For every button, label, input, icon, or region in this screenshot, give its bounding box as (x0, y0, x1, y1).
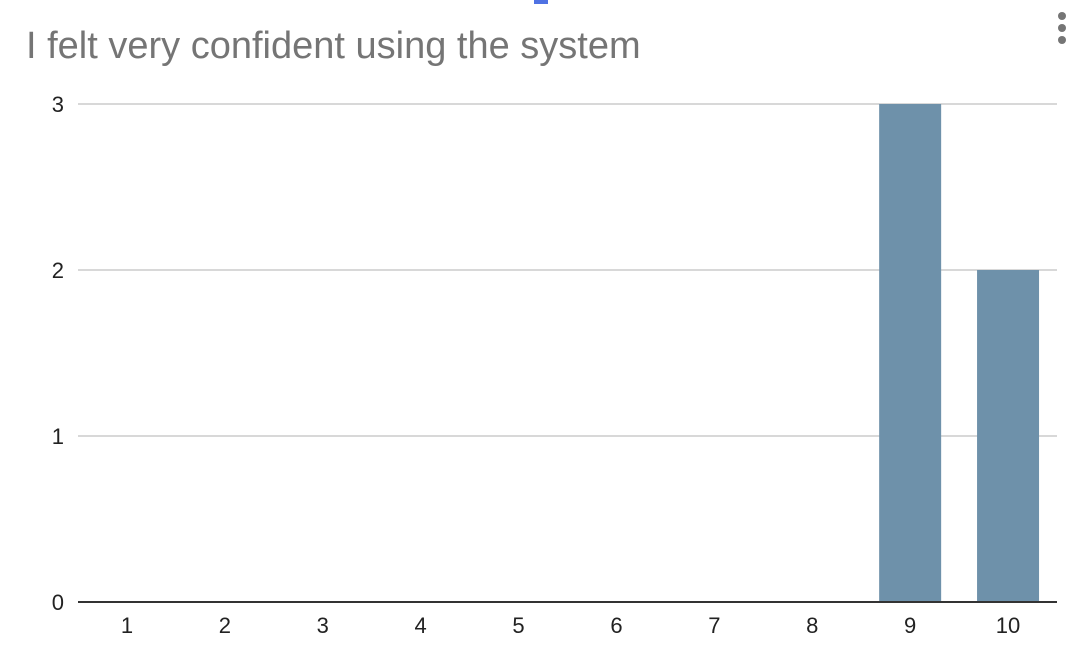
bar[interactable] (879, 104, 942, 602)
x-tick-label: 3 (317, 613, 329, 638)
more-vert-icon (1058, 12, 1066, 20)
x-tick-label: 8 (806, 613, 818, 638)
x-tick-label: 10 (996, 613, 1020, 638)
y-tick-label: 2 (52, 258, 64, 283)
y-tick-label: 1 (52, 424, 64, 449)
x-tick-label: 2 (219, 613, 231, 638)
bar[interactable] (977, 270, 1040, 602)
top-accent-indicator (534, 0, 548, 4)
chart-menu-button[interactable] (1050, 8, 1074, 48)
more-vert-icon-dot (1058, 36, 1066, 44)
x-tick-label: 5 (512, 613, 524, 638)
bars (879, 104, 1040, 602)
tick-labels: 0 1 2 3 1 2 3 4 5 6 7 8 9 10 (52, 92, 1021, 638)
x-tick-label: 6 (610, 613, 622, 638)
y-tick-label: 0 (52, 590, 64, 615)
chart-title: I felt very confident using the system (26, 25, 641, 67)
more-vert-icon-dot (1058, 24, 1066, 32)
x-tick-label: 4 (415, 613, 427, 638)
x-tick-label: 1 (121, 613, 133, 638)
x-tick-label: 7 (708, 613, 720, 638)
x-tick-label: 9 (904, 613, 916, 638)
y-tick-label: 3 (52, 92, 64, 117)
